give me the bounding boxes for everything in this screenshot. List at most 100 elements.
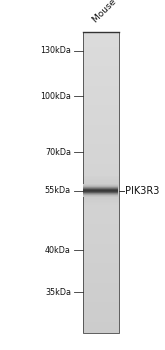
Text: 130kDa: 130kDa bbox=[40, 46, 71, 55]
Bar bbox=[82, 241, 119, 242]
Bar bbox=[82, 227, 119, 229]
Bar bbox=[82, 48, 119, 50]
Bar bbox=[82, 191, 119, 193]
Bar bbox=[82, 93, 119, 95]
Bar bbox=[82, 110, 119, 111]
Bar bbox=[82, 289, 119, 290]
Bar bbox=[82, 327, 119, 328]
Bar bbox=[82, 317, 119, 319]
Bar bbox=[82, 78, 119, 80]
Bar bbox=[82, 138, 119, 140]
Bar bbox=[82, 287, 119, 289]
Bar bbox=[82, 322, 119, 323]
Bar bbox=[82, 60, 119, 62]
Bar bbox=[82, 283, 119, 284]
Bar bbox=[82, 298, 119, 299]
Bar bbox=[82, 321, 119, 322]
Bar bbox=[82, 69, 119, 71]
Bar bbox=[82, 275, 119, 277]
Bar bbox=[82, 200, 119, 202]
Bar bbox=[82, 203, 119, 204]
Bar bbox=[82, 307, 119, 308]
Bar bbox=[82, 229, 119, 230]
Bar bbox=[82, 162, 119, 164]
Bar bbox=[82, 160, 119, 161]
Bar bbox=[82, 247, 119, 248]
Bar bbox=[82, 126, 119, 128]
Bar bbox=[82, 259, 119, 260]
Bar bbox=[82, 104, 119, 105]
Bar bbox=[82, 41, 119, 42]
Bar bbox=[82, 90, 119, 92]
Bar bbox=[82, 155, 119, 156]
Bar bbox=[82, 175, 119, 176]
Bar bbox=[82, 274, 119, 275]
Bar bbox=[82, 134, 119, 135]
Bar bbox=[82, 313, 119, 314]
Bar bbox=[82, 281, 119, 283]
Bar bbox=[82, 286, 119, 287]
Bar bbox=[82, 35, 119, 36]
Bar bbox=[82, 150, 119, 152]
Bar bbox=[82, 63, 119, 65]
Bar bbox=[82, 193, 119, 194]
Bar bbox=[82, 262, 119, 263]
Bar bbox=[82, 181, 119, 182]
Bar bbox=[82, 220, 119, 221]
Bar bbox=[82, 105, 119, 107]
Bar bbox=[82, 153, 119, 155]
Bar bbox=[82, 301, 119, 302]
Bar bbox=[82, 143, 119, 144]
Bar bbox=[82, 50, 119, 51]
Bar bbox=[82, 37, 119, 39]
Bar bbox=[82, 33, 119, 35]
Bar bbox=[82, 125, 119, 126]
Bar bbox=[82, 102, 119, 104]
Bar bbox=[82, 265, 119, 266]
Bar bbox=[82, 212, 119, 214]
Text: Mouse brain: Mouse brain bbox=[91, 0, 137, 25]
Bar bbox=[82, 95, 119, 96]
Bar bbox=[82, 149, 119, 150]
Bar bbox=[82, 96, 119, 98]
Bar bbox=[82, 52, 119, 54]
Bar bbox=[82, 81, 119, 83]
Bar bbox=[82, 62, 119, 63]
Bar bbox=[82, 87, 119, 89]
Bar bbox=[82, 196, 119, 197]
Bar bbox=[82, 47, 119, 48]
Bar bbox=[82, 167, 119, 168]
Bar bbox=[82, 214, 119, 215]
Bar bbox=[82, 325, 119, 327]
Bar bbox=[82, 89, 119, 90]
Bar bbox=[82, 161, 119, 162]
Bar bbox=[82, 292, 119, 293]
Bar bbox=[82, 86, 119, 87]
Bar bbox=[82, 284, 119, 286]
Bar bbox=[82, 147, 119, 149]
Bar bbox=[82, 329, 119, 331]
Bar bbox=[82, 254, 119, 256]
Bar bbox=[82, 156, 119, 158]
Bar bbox=[82, 68, 119, 69]
Bar bbox=[82, 176, 119, 177]
Bar bbox=[82, 328, 119, 329]
Bar bbox=[82, 72, 119, 74]
Bar bbox=[82, 230, 119, 232]
Bar bbox=[82, 116, 119, 117]
Bar bbox=[82, 268, 119, 269]
Bar bbox=[82, 293, 119, 295]
Bar bbox=[82, 260, 119, 262]
Bar bbox=[82, 51, 119, 52]
Bar bbox=[82, 168, 119, 170]
Bar bbox=[82, 172, 119, 173]
Bar bbox=[82, 316, 119, 317]
Bar bbox=[82, 183, 119, 185]
Bar bbox=[82, 198, 119, 200]
Bar bbox=[82, 204, 119, 206]
Bar bbox=[82, 304, 119, 306]
Bar bbox=[82, 206, 119, 208]
Bar bbox=[82, 75, 119, 77]
Bar bbox=[82, 135, 119, 137]
Bar bbox=[82, 42, 119, 43]
